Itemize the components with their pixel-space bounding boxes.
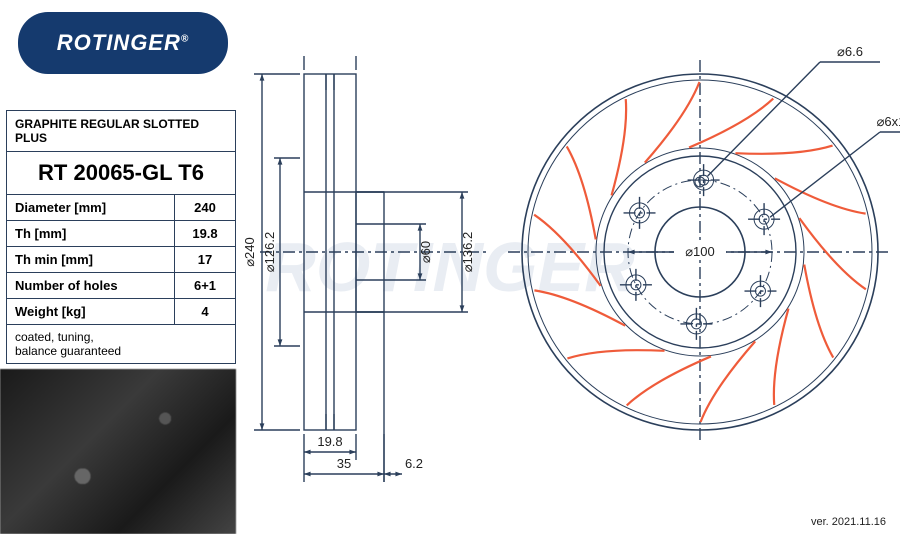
spec-label: Weight [kg]: [7, 299, 175, 324]
spec-label: Diameter [mm]: [7, 195, 175, 220]
spec-label: Th min [mm]: [7, 247, 175, 272]
spec-table: GRAPHITE REGULAR SLOTTED PLUS RT 20065-G…: [6, 110, 236, 364]
table-row: Diameter [mm] 240: [7, 195, 235, 221]
logo-text: ROTINGER®: [57, 30, 190, 56]
spec-label: Th [mm]: [7, 221, 175, 246]
spec-value: 4: [175, 299, 235, 324]
spec-value: 19.8: [175, 221, 235, 246]
spec-value: 17: [175, 247, 235, 272]
brand-logo: ROTINGER®: [18, 12, 228, 74]
svg-text:⌀6.6: ⌀6.6: [837, 44, 863, 59]
table-row: Th min [mm] 17: [7, 247, 235, 273]
table-row: Th [mm] 19.8: [7, 221, 235, 247]
spec-value: 240: [175, 195, 235, 220]
svg-text:35: 35: [337, 456, 351, 471]
svg-text:6.2: 6.2: [405, 456, 423, 471]
svg-text:⌀6x14.3: ⌀6x14.3: [877, 114, 900, 129]
technical-drawing: ⌀240 ⌀126.2 ⌀60 ⌀136.2 19.8 35 6.2 ⌀100 ⌀6.6 ⌀6x1…: [240, 0, 900, 534]
svg-text:⌀136.2: ⌀136.2: [460, 232, 475, 272]
svg-text:⌀240: ⌀240: [242, 237, 257, 267]
svg-text:⌀100: ⌀100: [685, 244, 715, 259]
table-row: Weight [kg] 4: [7, 299, 235, 325]
version-label: ver. 2021.11.16: [811, 516, 886, 528]
table-row: Number of holes 6+1: [7, 273, 235, 299]
part-number: RT 20065-GL T6: [7, 152, 235, 195]
svg-text:19.8: 19.8: [317, 434, 342, 449]
product-photo: [0, 369, 236, 534]
spec-header: GRAPHITE REGULAR SLOTTED PLUS: [7, 111, 235, 152]
svg-text:⌀126.2: ⌀126.2: [262, 232, 277, 272]
spec-note: coated, tuning, balance guaranteed: [7, 325, 235, 363]
svg-text:⌀60: ⌀60: [418, 241, 433, 263]
spec-label: Number of holes: [7, 273, 175, 298]
spec-value: 6+1: [175, 273, 235, 298]
